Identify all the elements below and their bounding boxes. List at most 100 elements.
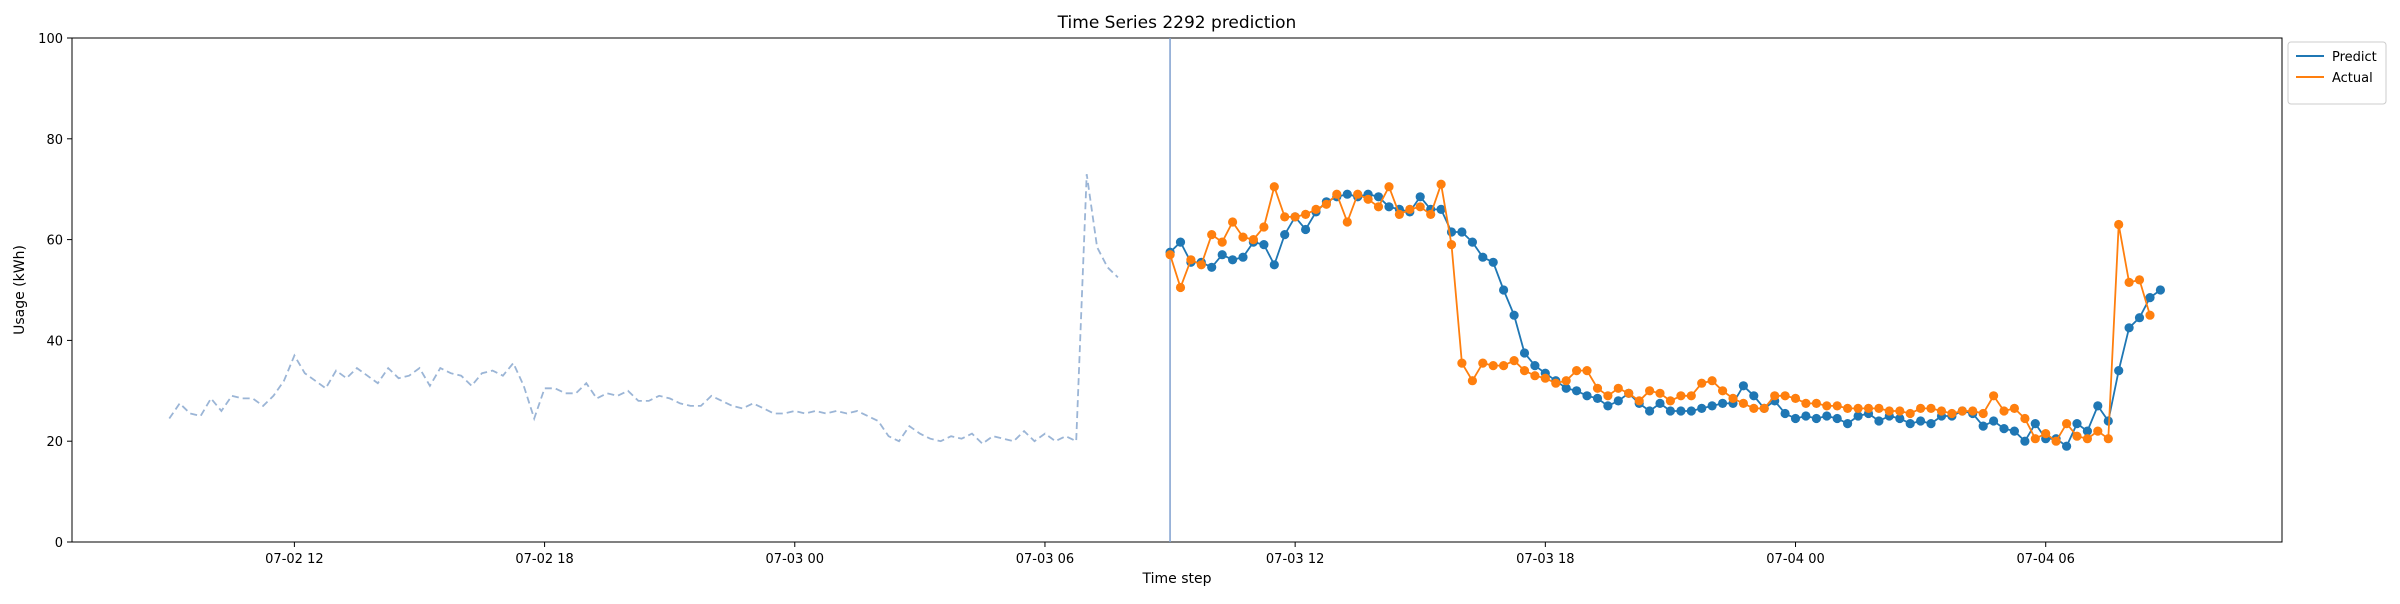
actual-point [2114, 219, 2124, 230]
actual-point [1676, 391, 1686, 401]
actual-point [1540, 373, 1550, 383]
predict-point [1269, 260, 1279, 270]
actual-point [1686, 391, 1696, 401]
actual-point [2020, 413, 2030, 424]
predict-point [1655, 398, 1665, 408]
x-axis-label: Time step [1142, 571, 1212, 587]
actual-point [1342, 217, 1352, 227]
x-tick-label: 07-03 06 [1016, 552, 1074, 567]
actual-point [1718, 386, 1728, 396]
actual-point [1780, 391, 1790, 401]
actual-point [1843, 403, 1853, 413]
axes: 0 20 40 60 80 100 07-02 12 07-02 18 07-03 00 07-0… [38, 32, 2283, 567]
actual-point [1394, 209, 1404, 219]
predict-point [1790, 413, 1801, 424]
predict-point [1832, 413, 1842, 424]
predict-point [1822, 411, 1832, 421]
x-tick-label: 07-03 18 [1516, 552, 1574, 567]
predict-point [1592, 393, 1603, 403]
actual-point [1175, 282, 1186, 293]
actual-point [1968, 406, 1978, 416]
actual-point [1822, 401, 1832, 411]
actual-point [1248, 235, 1258, 245]
actual-point [1384, 182, 1394, 192]
actual-point [1665, 396, 1675, 406]
predict-point [1613, 396, 1623, 406]
y-tick-label: 40 [46, 334, 63, 349]
actual-point [1603, 391, 1613, 401]
predict-point [1738, 381, 1748, 391]
predict-point [1895, 413, 1905, 424]
predict-point [1280, 230, 1290, 240]
actual-point [1561, 376, 1571, 386]
actual-point [1884, 406, 1894, 416]
actual-point [1572, 366, 1582, 376]
actual-point [1405, 204, 1415, 214]
history-line [168, 173, 1119, 445]
actual-point [1592, 383, 1603, 393]
actual-point [1426, 209, 1436, 219]
predict-point [2072, 419, 2082, 429]
actual-point [1488, 361, 1498, 371]
actual-point [1811, 398, 1821, 408]
plot-area [168, 38, 2165, 542]
actual-point [1228, 217, 1238, 227]
predict-point [1707, 401, 1717, 411]
actual-point [1916, 403, 1926, 413]
actual-point [1655, 388, 1665, 398]
actual-point [1895, 406, 1905, 416]
predict-point [1989, 416, 1999, 426]
actual-point [1853, 403, 1863, 413]
actual-point [1801, 398, 1811, 408]
actual-point [2051, 436, 2061, 446]
predict-point [1853, 411, 1863, 421]
plot-frame [71, 37, 2283, 543]
predict-point [2093, 401, 2103, 411]
x-tick-label: 07-02 18 [515, 552, 573, 567]
actual-point [1446, 240, 1457, 250]
actual-point [2124, 277, 2134, 287]
predict-point [1488, 257, 1498, 267]
actual-point [2072, 431, 2082, 441]
predict-point [1801, 411, 1811, 421]
x-tick-label: 07-04 00 [1766, 552, 1824, 567]
actual-point [1770, 391, 1780, 401]
predict-point [2020, 436, 2030, 446]
actual-point [1290, 212, 1300, 222]
predict-point [1999, 424, 2009, 434]
predict-point [1238, 252, 1248, 262]
actual-point [1207, 230, 1217, 240]
actual-point [1196, 260, 1206, 270]
actual-point [1373, 202, 1384, 212]
predict-point [1207, 262, 1217, 272]
legend: Predict Actual [2287, 41, 2387, 105]
actual-point [1863, 403, 1874, 413]
predict-point [1436, 204, 1446, 214]
actual-point [1519, 366, 1530, 376]
actual-point [1321, 199, 1331, 209]
actual-point [1332, 189, 1342, 199]
y-axis-label: Usage (kWh) [12, 245, 28, 335]
predict-point [1645, 406, 1655, 416]
predict-point [1811, 413, 1821, 424]
actual-point [1707, 376, 1717, 386]
actual-point [1530, 371, 1540, 381]
predict-point [2114, 366, 2124, 376]
actual-point [2093, 426, 2103, 436]
actual-point [1738, 398, 1748, 408]
predict-point [1384, 202, 1394, 212]
actual-point [1874, 403, 1884, 413]
actual-point [1989, 391, 1999, 401]
actual-point [2041, 429, 2051, 439]
actual-point [1697, 378, 1707, 388]
actual-point [1832, 401, 1842, 411]
predict-point [1718, 398, 1728, 408]
predict-point [2082, 426, 2092, 436]
legend-label-actual: Actual [2332, 71, 2373, 86]
predict-point [1415, 192, 1425, 202]
predict-point [1301, 224, 1311, 235]
actual-point [2082, 434, 2092, 444]
x-tick-label: 07-03 12 [1266, 552, 1324, 567]
predict-point [1519, 348, 1530, 358]
